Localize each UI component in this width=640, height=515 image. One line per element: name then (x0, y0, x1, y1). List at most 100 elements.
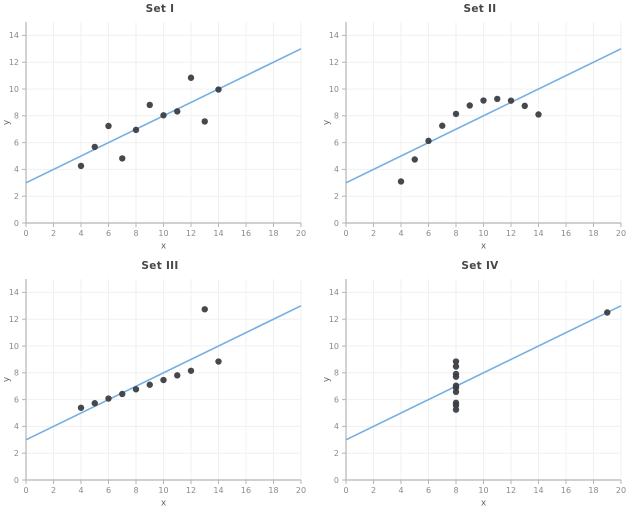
chart-title-set-iii: Set III (141, 260, 179, 272)
y-axis-title: y (2, 376, 12, 382)
x-tick-label: 10 (158, 486, 168, 495)
data-point (452, 358, 460, 365)
x-tick-label: 10 (478, 486, 488, 495)
chart-title-set-ii: Set II (463, 3, 497, 15)
x-tick-label: 12 (186, 229, 196, 238)
x-tick-label: 16 (561, 486, 571, 495)
y-axis-title: y (322, 119, 332, 125)
y-tick-label: 14 (9, 288, 19, 297)
y-tick-label: 8 (14, 112, 19, 121)
y-tick-label: 0 (14, 219, 19, 228)
x-tick-label: 14 (213, 229, 223, 238)
x-tick-label: 12 (506, 486, 516, 495)
data-point (119, 155, 126, 162)
data-point (535, 111, 542, 118)
x-tick-label: 10 (158, 229, 168, 238)
data-point (411, 156, 418, 163)
data-point (132, 386, 140, 393)
x-tick-label: 2 (371, 229, 376, 238)
data-point (160, 112, 167, 119)
x-tick-label: 6 (426, 486, 431, 495)
y-tick-label: 8 (14, 369, 19, 378)
regression-line (25, 305, 302, 441)
y-tick-label: 10 (9, 85, 19, 94)
x-tick-label: 4 (78, 486, 83, 495)
x-tick-label: 0 (343, 229, 348, 238)
y-tick-label: 12 (9, 58, 19, 67)
x-tick-label: 12 (186, 486, 196, 495)
x-tick-label: 18 (588, 229, 598, 238)
scatter-plot-set-iv: 0 2 4 6 8 10 12 14 16 18 20 0 2 4 6 8 10 12 14 x y (322, 279, 626, 509)
y-tick-label: 4 (334, 422, 339, 431)
x-tick-label: 8 (133, 229, 138, 238)
data-point (77, 404, 85, 411)
x-tick-label: 14 (213, 486, 223, 495)
y-tick-label: 6 (14, 138, 19, 147)
data-point (466, 102, 473, 109)
x-tick-label: 2 (51, 229, 56, 238)
data-point (215, 86, 222, 93)
x-tick-label: 0 (343, 486, 348, 495)
x-tick-label: 2 (51, 486, 56, 495)
x-tick-label: 18 (268, 229, 278, 238)
data-point (604, 309, 611, 316)
data-point (452, 363, 460, 370)
y-tick-label: 6 (334, 138, 339, 147)
x-tick-label: 0 (23, 229, 28, 238)
data-point (146, 101, 153, 109)
scatter-plot-set-i: 0 2 4 6 8 10 12 14 16 18 20 0 2 4 6 8 10 12 14 x y (2, 22, 306, 252)
y-tick-label: 2 (334, 449, 339, 458)
x-tick-label: 6 (106, 229, 111, 238)
y-tick-label: 0 (334, 476, 339, 485)
x-tick-label: 8 (453, 229, 458, 238)
y-axis-title: y (2, 119, 12, 125)
y-tick-label: 2 (334, 192, 339, 201)
y-tick-label: 10 (329, 85, 339, 94)
data-point (77, 162, 85, 170)
y-tick-label: 8 (334, 112, 339, 121)
x-axis-title: x (481, 242, 487, 252)
data-point (397, 178, 405, 185)
y-tick-label: 0 (334, 219, 339, 228)
x-tick-label: 20 (616, 486, 626, 495)
y-tick-label: 8 (334, 369, 339, 378)
data-point (521, 102, 528, 110)
chart-set-iii: 0 2 4 6 8 10 12 14 16 18 20 0 2 4 6 8 10 12 14 x y Set III (0, 257, 320, 515)
data-point (452, 110, 460, 118)
data-point (480, 97, 487, 104)
y-tick-label: 2 (14, 192, 19, 201)
data-point (105, 122, 112, 130)
chart-set-ii: 0 2 4 6 8 10 12 14 16 18 20 0 2 4 6 8 10 12 14 x y Set II (320, 0, 640, 257)
x-axis-title: x (161, 499, 167, 509)
x-tick-label: 8 (133, 486, 138, 495)
data-point (425, 137, 432, 145)
data-point (187, 74, 195, 81)
x-tick-label: 18 (588, 486, 598, 495)
x-tick-label: 14 (533, 229, 543, 238)
data-point (452, 384, 460, 391)
x-tick-label: 12 (506, 229, 516, 238)
data-point (91, 143, 98, 151)
data-point (146, 381, 153, 388)
data-point (439, 122, 446, 129)
y-tick-label: 10 (9, 342, 19, 351)
chart-set-i: 0 2 4 6 8 10 12 14 16 18 20 0 2 4 6 8 10 12 14 x y Set I (0, 0, 320, 257)
data-point (119, 390, 126, 398)
data-point (452, 370, 460, 378)
scatter-plot-set-ii: 0 2 4 6 8 10 12 14 16 18 20 0 2 4 6 8 10 12 14 x y (322, 22, 626, 252)
y-tick-label: 12 (329, 58, 339, 67)
x-tick-label: 10 (478, 229, 488, 238)
x-tick-label: 0 (23, 486, 28, 495)
chart-title-set-iv: Set IV (461, 260, 499, 272)
x-axis-title: x (481, 499, 487, 509)
x-tick-label: 4 (398, 486, 403, 495)
y-tick-label: 6 (334, 395, 339, 404)
x-tick-label: 16 (241, 229, 251, 238)
x-tick-label: 20 (296, 229, 306, 238)
x-tick-label: 4 (78, 229, 83, 238)
x-tick-label: 16 (241, 486, 251, 495)
data-point (174, 372, 181, 379)
regression-line (345, 305, 622, 441)
y-tick-label: 14 (9, 31, 19, 40)
